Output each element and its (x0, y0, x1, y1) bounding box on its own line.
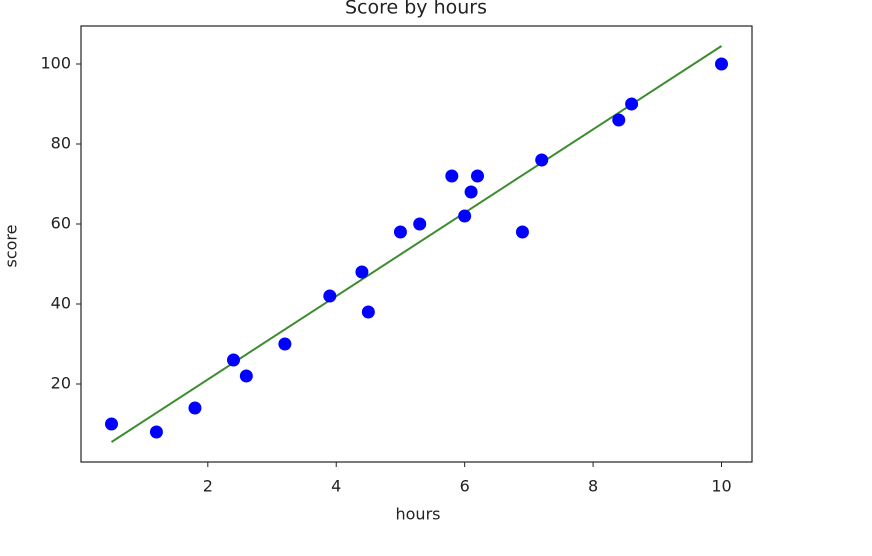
data-point (471, 169, 484, 183)
x-tick-label: 2 (203, 477, 213, 496)
data-point (535, 153, 549, 167)
x-tick-label: 4 (331, 477, 341, 496)
data-point (188, 401, 202, 415)
data-point (323, 289, 337, 303)
y-tick-label: 40 (51, 294, 71, 313)
data-point (625, 97, 639, 111)
data-point (105, 417, 118, 431)
fit-line (110, 45, 723, 443)
data-point (227, 353, 240, 367)
chart-title: Score by hours (345, 0, 487, 19)
data-point (278, 337, 292, 351)
data-point (355, 265, 369, 279)
data-point (458, 209, 472, 223)
plot-frame (80, 25, 753, 463)
x-tick-label: 10 (711, 477, 731, 496)
data-point (393, 225, 407, 239)
data-point (149, 425, 163, 439)
data-point (612, 113, 626, 127)
x-tick-label: 6 (460, 477, 470, 496)
x-axis-label: hours (396, 505, 441, 524)
y-tick-label: 60 (51, 214, 71, 233)
data-point (361, 305, 375, 319)
x-tick-label: 8 (588, 477, 598, 496)
data-point (515, 225, 529, 239)
y-tick-label: 80 (51, 134, 71, 153)
data-point (239, 369, 253, 383)
data-point (715, 57, 728, 71)
data-point (413, 217, 427, 231)
y-tick-label: 20 (51, 374, 71, 393)
data-point (464, 185, 478, 199)
y-axis-label: score (2, 225, 21, 268)
data-point (445, 169, 459, 183)
y-tick-label: 100 (40, 54, 71, 73)
